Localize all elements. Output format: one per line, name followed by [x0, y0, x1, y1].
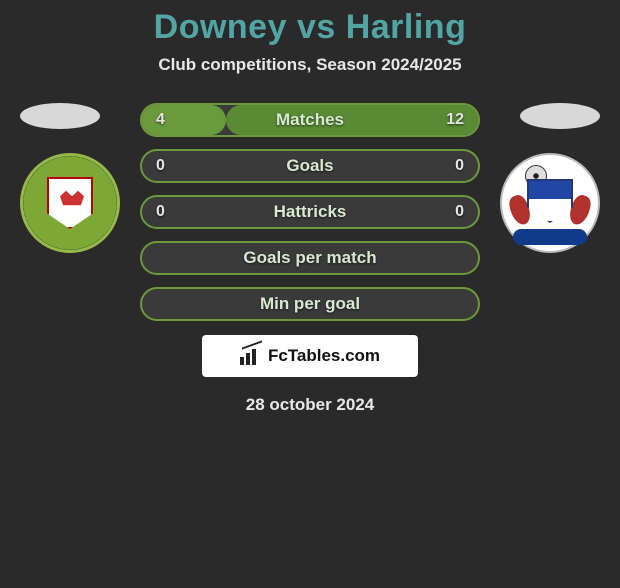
- snapshot-date: 28 october 2024: [0, 395, 620, 415]
- shield-icon: [47, 177, 93, 229]
- stat-label: Goals per match: [243, 248, 376, 268]
- stat-row: Min per goal: [140, 287, 480, 321]
- comparison-content: Matches 4 12 Goals 0 0 Hattricks 0 0 Goals per ma…: [0, 103, 620, 415]
- stat-row: Matches 4 12: [140, 103, 480, 137]
- stat-value-left: 0: [156, 157, 165, 175]
- stat-row: Goals per match: [140, 241, 480, 275]
- stat-value-right: 0: [455, 203, 464, 221]
- stat-fill-right: [226, 105, 478, 135]
- club-badge-left: [20, 153, 120, 253]
- stat-value-left: 4: [156, 111, 165, 129]
- comparison-subtitle: Club competitions, Season 2024/2025: [0, 55, 620, 75]
- stat-value-right: 12: [446, 111, 464, 129]
- stat-value-right: 0: [455, 157, 464, 175]
- stat-rows: Matches 4 12 Goals 0 0 Hattricks 0 0 Goals per ma…: [140, 103, 480, 321]
- stat-label: Hattricks: [274, 202, 347, 222]
- crest-icon: [515, 167, 585, 239]
- bar-chart-icon: [240, 347, 262, 365]
- stat-label: Min per goal: [260, 294, 360, 314]
- stat-value-left: 0: [156, 203, 165, 221]
- comparison-title: Downey vs Harling: [0, 8, 620, 47]
- brand-label: FcTables.com: [268, 346, 380, 366]
- stat-row: Hattricks 0 0: [140, 195, 480, 229]
- brand-card[interactable]: FcTables.com: [202, 335, 418, 377]
- stat-fill-left: [142, 105, 226, 135]
- player-ellipse-left: [20, 103, 100, 129]
- stat-label: Matches: [276, 110, 344, 130]
- player-ellipse-right: [520, 103, 600, 129]
- stat-row: Goals 0 0: [140, 149, 480, 183]
- stat-label: Goals: [286, 156, 333, 176]
- club-badge-right: [500, 153, 600, 253]
